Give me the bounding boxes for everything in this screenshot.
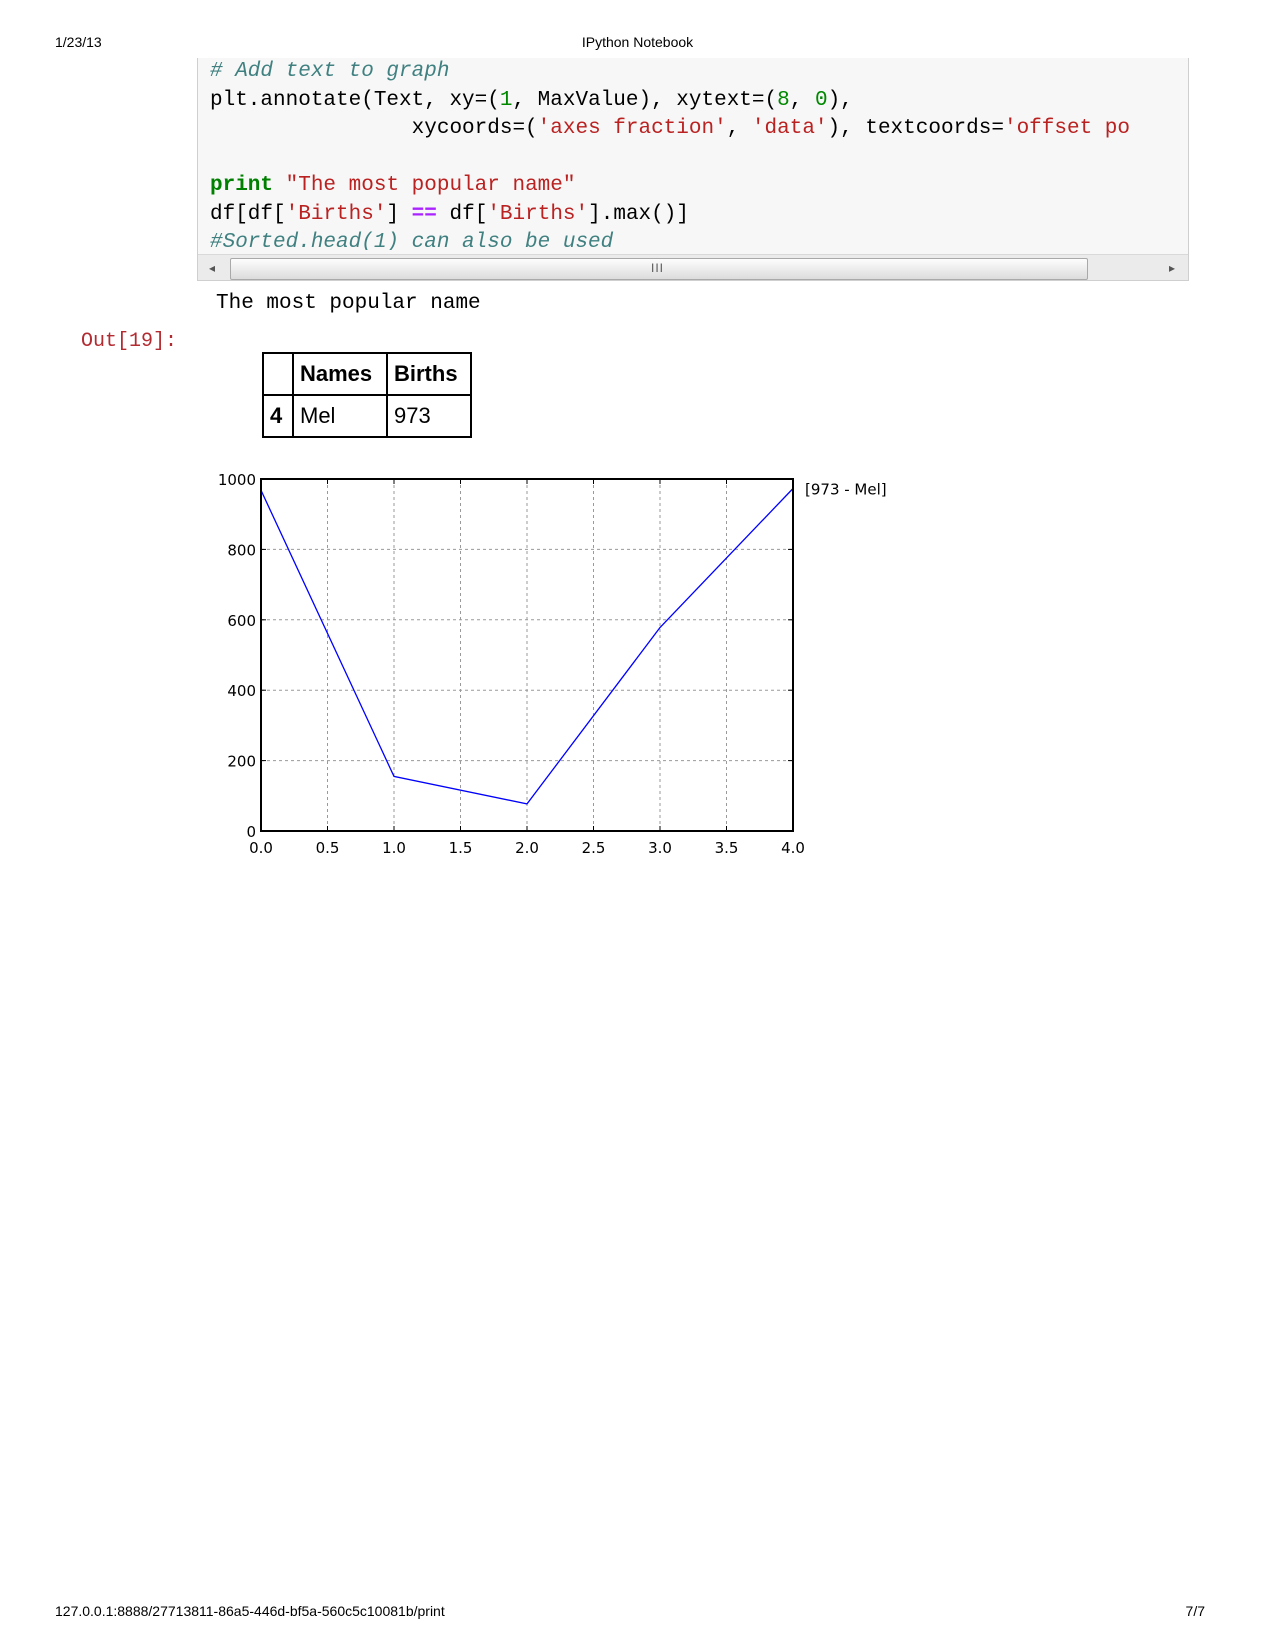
code-token: 'axes fraction' bbox=[537, 117, 727, 140]
code-token: , bbox=[789, 88, 815, 112]
x-tick-label: 2.0 bbox=[515, 839, 539, 857]
y-tick-label: 600 bbox=[227, 612, 256, 630]
cell-stdout: The most popular name bbox=[216, 292, 481, 315]
horizontal-scrollbar[interactable]: ◂ III ▸ bbox=[198, 254, 1188, 280]
code-token: # Add text to graph bbox=[210, 60, 450, 83]
table-header-row: Names Births bbox=[262, 352, 472, 396]
code-line: df[df['Births'] == df['Births'].max()] bbox=[210, 201, 1130, 230]
y-tick-label: 0 bbox=[246, 823, 256, 841]
births-line-chart: 0.0 0.5 1.0 1.5 2.0 2.5 3.0 3.5 4.0 0 200 400 600 800… bbox=[218, 471, 887, 857]
output-prompt: Out[19]: bbox=[81, 330, 178, 353]
code-token: 1 bbox=[499, 88, 513, 112]
cell-name: Mel bbox=[292, 394, 388, 438]
y-tick-label: 800 bbox=[227, 541, 256, 559]
print-header-title: IPython Notebook bbox=[581, 34, 694, 50]
column-header-births: Births bbox=[386, 352, 472, 396]
code-token: 8 bbox=[777, 88, 790, 112]
code-token: #Sorted.head(1) can also be used bbox=[210, 231, 614, 250]
x-tick-label: 0.5 bbox=[316, 839, 340, 857]
code-token: 'offset po bbox=[1003, 117, 1130, 140]
print-header-date: 1/23/13 bbox=[55, 34, 102, 50]
table-row: 4 Mel 973 bbox=[262, 394, 472, 438]
scrollbar-thumb[interactable]: III bbox=[230, 258, 1088, 280]
code-line: print "The most popular name" bbox=[210, 172, 1130, 201]
annotation-label: [973 - Mel] bbox=[805, 481, 887, 499]
code-token: , MaxValue), xytext=( bbox=[512, 88, 778, 112]
x-tick-label: 0.0 bbox=[249, 839, 273, 857]
scroll-left-arrow-icon[interactable]: ◂ bbox=[208, 261, 216, 275]
column-header-names: Names bbox=[292, 352, 388, 396]
code-token: print bbox=[210, 174, 274, 197]
code-token: xycoords=( bbox=[210, 117, 538, 140]
code-token: df[df[ bbox=[210, 202, 286, 226]
code-token: 'Births' bbox=[487, 202, 589, 226]
code-token: "The most popular name" bbox=[285, 174, 576, 197]
x-tick-label: 3.0 bbox=[648, 839, 672, 857]
dataframe-table: Names Births 4 Mel 973 bbox=[262, 352, 472, 438]
index-header bbox=[262, 352, 294, 396]
code-token: plt.annotate(Text, xy=( bbox=[210, 88, 500, 112]
x-tick-label: 4.0 bbox=[781, 839, 805, 857]
code-token: 'data' bbox=[751, 117, 828, 140]
print-footer-url: 127.0.0.1:8888/27713811-86a5-446d-bf5a-5… bbox=[55, 1603, 445, 1619]
code-token: , bbox=[726, 117, 752, 140]
code-token: ] bbox=[386, 202, 412, 226]
x-tick-label: 1.0 bbox=[382, 839, 406, 857]
code-token: == bbox=[411, 202, 437, 226]
y-tick-label: 400 bbox=[227, 682, 256, 700]
code-token: 'Births' bbox=[285, 202, 387, 226]
x-tick-label: 3.5 bbox=[715, 839, 739, 857]
code-line: # Add text to graph bbox=[210, 58, 1130, 87]
code-token: ), bbox=[827, 88, 853, 112]
code-line: plt.annotate(Text, xy=(1, MaxValue), xyt… bbox=[210, 87, 1130, 116]
code-token: df[ bbox=[436, 202, 488, 226]
code-token: 0 bbox=[814, 88, 828, 112]
y-tick-label: 1000 bbox=[218, 471, 256, 489]
scroll-right-arrow-icon[interactable]: ▸ bbox=[1168, 261, 1176, 275]
code-token bbox=[273, 174, 286, 197]
code-token: ].max()] bbox=[588, 202, 689, 226]
code-token: ), textcoords= bbox=[827, 117, 1004, 140]
x-tick-label: 2.5 bbox=[582, 839, 606, 857]
y-tick-label: 200 bbox=[227, 753, 256, 771]
code-editor[interactable]: # Add text to graph plt.annotate(Text, xy… bbox=[210, 58, 1130, 250]
print-footer-page: 7/7 bbox=[1185, 1603, 1205, 1619]
code-line: xycoords=('axes fraction', 'data'), text… bbox=[210, 115, 1130, 144]
row-index: 4 bbox=[262, 394, 294, 438]
code-line bbox=[210, 144, 1130, 173]
code-cell[interactable]: # Add text to graph plt.annotate(Text, xy… bbox=[197, 58, 1189, 281]
x-tick-label: 1.5 bbox=[449, 839, 473, 857]
cell-births: 973 bbox=[386, 394, 472, 438]
code-line: #Sorted.head(1) can also be used bbox=[210, 229, 1130, 250]
scrollbar-grip-icon: III bbox=[651, 261, 665, 275]
